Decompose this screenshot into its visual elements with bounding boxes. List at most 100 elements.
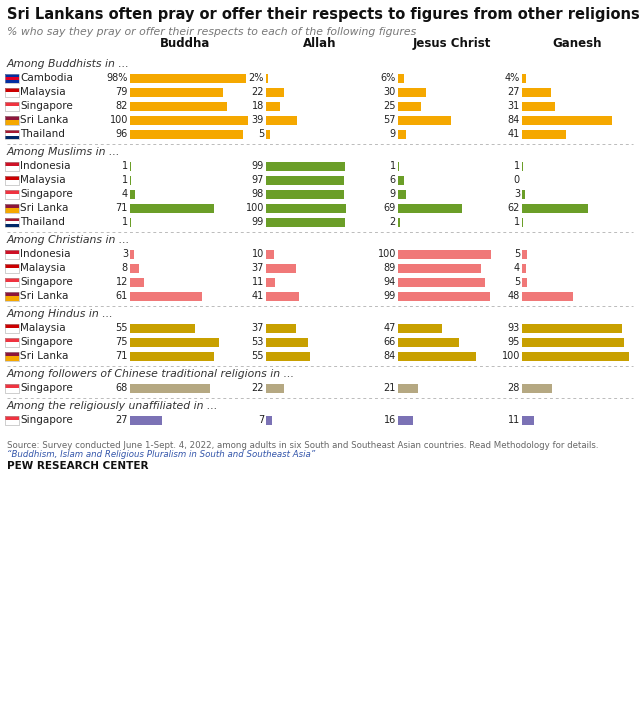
Bar [5,130,19,132]
Bar [266,203,346,213]
Bar [5,277,19,287]
Bar [130,73,246,82]
Text: Among Christians in ...: Among Christians in ... [7,235,131,245]
Bar [5,328,19,332]
Text: 100: 100 [378,249,396,259]
Text: Sri Lanka: Sri Lanka [20,203,68,213]
Text: Singapore: Singapore [20,415,73,425]
Bar [5,166,19,170]
Text: 4: 4 [514,263,520,273]
Text: 99: 99 [252,217,264,227]
Bar [5,161,19,170]
Bar [522,161,523,170]
Text: 37: 37 [252,263,264,273]
Bar [5,384,19,388]
Text: 62: 62 [508,203,520,213]
Text: Singapore: Singapore [20,101,73,111]
Text: 61: 61 [116,291,128,301]
Bar [5,189,19,199]
Text: 8: 8 [122,263,128,273]
Bar [266,161,345,170]
Bar [5,415,19,425]
Bar [522,87,551,96]
Text: PEW RESEARCH CENTER: PEW RESEARCH CENTER [7,461,148,471]
Bar [5,73,19,77]
Text: Singapore: Singapore [20,383,73,393]
Text: 5: 5 [514,277,520,287]
Text: 10: 10 [252,249,264,259]
Text: Indonesia: Indonesia [20,161,70,171]
Text: Buddha: Buddha [160,37,210,50]
Text: 79: 79 [116,87,128,97]
Text: 12: 12 [116,277,128,287]
Text: Malaysia: Malaysia [20,263,66,273]
Bar [5,291,19,301]
Text: 100: 100 [502,351,520,361]
Text: Singapore: Singapore [20,277,73,287]
Bar [266,175,344,184]
Text: 7: 7 [258,415,264,425]
Text: 93: 93 [508,323,520,333]
Text: Among followers of Chinese traditional religions in ...: Among followers of Chinese traditional r… [7,369,295,379]
Bar [266,337,308,346]
Text: Among the religiously unaffiliated in ...: Among the religiously unaffiliated in ..… [7,401,218,411]
Text: 41: 41 [252,291,264,301]
Text: “Buddhism, Islam and Religious Pluralism in South and Southeast Asia”: “Buddhism, Islam and Religious Pluralism… [7,450,316,459]
Text: 57: 57 [383,115,396,125]
Bar [398,175,404,184]
Bar [5,218,19,220]
Bar [5,356,19,360]
Text: Malaysia: Malaysia [20,323,66,333]
Bar [398,87,426,96]
Bar [130,115,248,125]
Text: 1: 1 [122,175,128,185]
Bar [522,277,527,287]
Bar [266,73,268,82]
Text: 22: 22 [252,383,264,393]
Text: 100: 100 [246,203,264,213]
Bar [522,115,612,125]
Bar [398,218,400,227]
Bar [130,175,131,184]
Bar [5,87,19,92]
Text: 99: 99 [384,291,396,301]
Text: 68: 68 [116,383,128,393]
Bar [398,249,491,258]
Text: 21: 21 [383,383,396,393]
Bar [5,268,19,272]
Text: Thailand: Thailand [20,217,65,227]
Text: 37: 37 [252,323,264,333]
Bar [5,175,19,184]
Bar [522,189,525,199]
Bar [5,296,19,301]
Bar [5,189,19,194]
Text: Sri Lanka: Sri Lanka [20,291,68,301]
Bar [130,337,218,346]
Text: Singapore: Singapore [20,189,73,199]
Text: 82: 82 [116,101,128,111]
Bar [5,106,19,111]
Text: Ganesh: Ganesh [552,37,602,50]
Bar [5,324,19,332]
Text: 69: 69 [384,203,396,213]
Bar [5,77,19,80]
Bar [522,249,527,258]
Bar [5,101,19,111]
Text: 11: 11 [252,277,264,287]
Bar [5,254,19,258]
Bar [266,218,345,227]
Text: 94: 94 [384,277,396,287]
Text: Source: Survey conducted June 1-Sept. 4, 2022, among adults in six South and Sou: Source: Survey conducted June 1-Sept. 4,… [7,441,598,450]
Text: 55: 55 [252,351,264,361]
Text: Among Hindus in ...: Among Hindus in ... [7,309,114,319]
Text: 55: 55 [115,323,128,333]
Text: 48: 48 [508,291,520,301]
Text: Cambodia: Cambodia [20,73,73,83]
Bar [5,115,19,120]
Text: 27: 27 [115,415,128,425]
Bar [266,415,271,425]
Bar [398,351,476,360]
Bar [5,130,19,139]
Bar [130,277,144,287]
Bar [398,101,421,111]
